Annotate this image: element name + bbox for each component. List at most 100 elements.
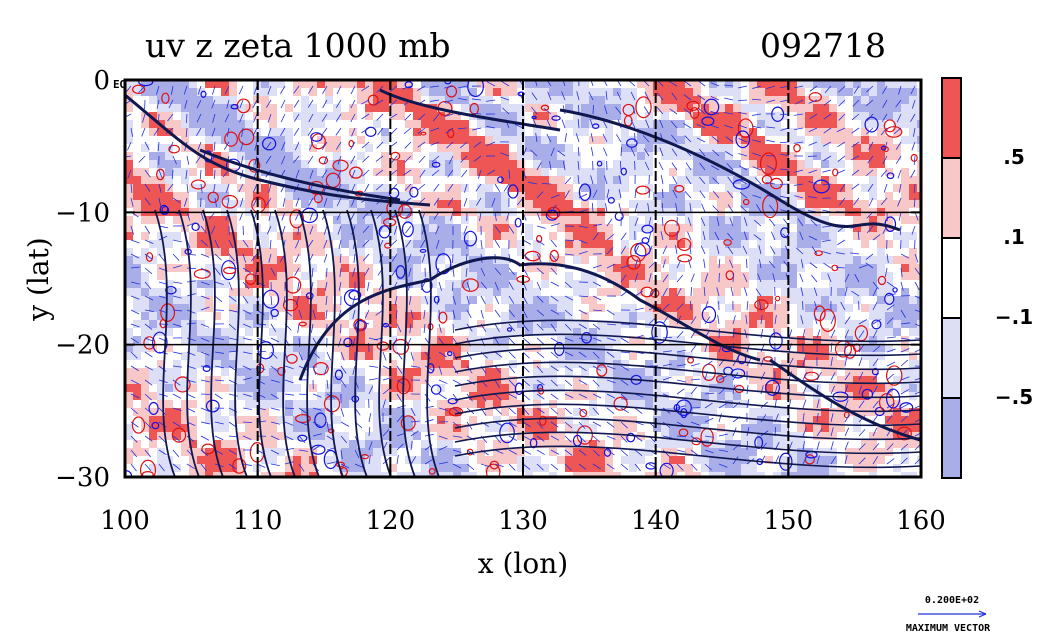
vorticity-cell bbox=[869, 440, 877, 448]
vorticity-cell bbox=[749, 312, 757, 320]
vorticity-cell bbox=[901, 416, 909, 424]
wind-vector bbox=[130, 337, 139, 344]
vorticity-cell bbox=[885, 440, 893, 448]
vorticity-cell bbox=[693, 88, 701, 96]
vorticity-cell bbox=[653, 376, 661, 384]
wind-vector bbox=[699, 190, 706, 199]
vorticity-cell bbox=[533, 312, 541, 320]
positive-vorticity-contour bbox=[626, 254, 641, 270]
vorticity-cell bbox=[829, 152, 837, 160]
vorticity-cell bbox=[429, 240, 437, 248]
vorticity-cell bbox=[805, 80, 813, 88]
wind-vector bbox=[225, 183, 230, 193]
wind-vector bbox=[418, 155, 426, 163]
vorticity-cell bbox=[421, 368, 429, 376]
vorticity-cell bbox=[693, 312, 701, 320]
vorticity-cell bbox=[141, 176, 149, 184]
vorticity-cell bbox=[757, 232, 765, 240]
vorticity-cell bbox=[613, 112, 621, 120]
vorticity-cell bbox=[669, 240, 677, 248]
vorticity-cell bbox=[357, 256, 365, 264]
vorticity-cell bbox=[509, 168, 517, 176]
vorticity-cell bbox=[189, 424, 197, 432]
wind-vector bbox=[746, 258, 748, 269]
vorticity-cell bbox=[653, 288, 661, 296]
wind-vector bbox=[362, 239, 370, 247]
vorticity-cell bbox=[245, 192, 253, 200]
vorticity-cell bbox=[629, 448, 637, 456]
vorticity-cell bbox=[413, 104, 421, 112]
vorticity-cell bbox=[469, 280, 477, 288]
vorticity-cell bbox=[805, 112, 813, 120]
vorticity-cell bbox=[525, 432, 533, 440]
vorticity-cell bbox=[285, 280, 293, 288]
vorticity-cell bbox=[493, 416, 501, 424]
wind-vector bbox=[914, 309, 921, 313]
wind-vector bbox=[675, 245, 678, 255]
vorticity-cell bbox=[517, 240, 525, 248]
negative-vorticity-contour bbox=[151, 421, 160, 430]
wind-vector bbox=[212, 85, 216, 95]
vorticity-cell bbox=[157, 304, 165, 312]
vorticity-cell bbox=[573, 384, 581, 392]
vorticity-cell bbox=[445, 336, 453, 344]
vorticity-cell bbox=[477, 184, 485, 192]
vorticity-cell bbox=[645, 384, 653, 392]
vorticity-cell bbox=[565, 272, 573, 280]
vorticity-cell bbox=[613, 432, 621, 440]
wind-vector bbox=[172, 295, 182, 299]
vorticity-cell bbox=[781, 392, 789, 400]
negative-vorticity-contour bbox=[161, 205, 170, 215]
wind-vector bbox=[282, 197, 286, 207]
wind-vector bbox=[184, 99, 188, 109]
vorticity-cell bbox=[237, 384, 245, 392]
vorticity-cell bbox=[701, 104, 709, 112]
positive-vorticity-contour bbox=[400, 415, 416, 431]
vorticity-cell bbox=[621, 104, 629, 112]
wind-vector bbox=[634, 273, 639, 283]
wind-vector bbox=[438, 351, 447, 358]
vorticity-cell bbox=[661, 296, 669, 304]
vorticity-cell bbox=[333, 464, 341, 472]
wind-vector bbox=[616, 80, 622, 87]
vorticity-cell bbox=[357, 448, 365, 456]
vorticity-cell bbox=[469, 264, 477, 272]
vorticity-cell bbox=[245, 424, 253, 432]
vorticity-cell bbox=[285, 344, 293, 352]
vorticity-cell bbox=[213, 416, 221, 424]
vorticity-cell bbox=[901, 304, 909, 312]
wind-vector bbox=[592, 337, 602, 342]
vorticity-cell bbox=[437, 440, 445, 448]
vorticity-cell bbox=[309, 248, 317, 256]
vorticity-cell bbox=[557, 312, 565, 320]
vorticity-cell bbox=[157, 456, 165, 464]
vorticity-cell bbox=[525, 320, 533, 328]
vorticity-cell bbox=[413, 352, 421, 360]
vorticity-cell bbox=[701, 112, 709, 120]
wind-vector bbox=[267, 127, 272, 137]
vorticity-cell bbox=[317, 320, 325, 328]
vorticity-cell bbox=[565, 328, 573, 336]
wind-vector bbox=[268, 211, 272, 221]
vorticity-cell bbox=[733, 288, 741, 296]
vorticity-cell bbox=[901, 312, 909, 320]
positive-vorticity-contour bbox=[221, 194, 239, 209]
vorticity-cell bbox=[277, 336, 285, 344]
vorticity-cell bbox=[605, 112, 613, 120]
vorticity-cell bbox=[541, 136, 549, 144]
vorticity-cell bbox=[821, 408, 829, 416]
wind-vector bbox=[630, 119, 636, 129]
vorticity-cell bbox=[773, 384, 781, 392]
vorticity-cell bbox=[589, 120, 597, 128]
wind-vector bbox=[676, 259, 682, 269]
vorticity-cell bbox=[173, 120, 181, 128]
vorticity-cell bbox=[469, 416, 477, 424]
vorticity-cell bbox=[157, 240, 165, 248]
vorticity-cell bbox=[773, 232, 781, 240]
vorticity-cell bbox=[909, 312, 917, 320]
vorticity-cell bbox=[333, 304, 341, 312]
vorticity-cell bbox=[677, 232, 685, 240]
positive-vorticity-contour bbox=[223, 266, 237, 275]
vorticity-cell bbox=[653, 472, 661, 477]
vorticity-cell bbox=[213, 224, 221, 232]
